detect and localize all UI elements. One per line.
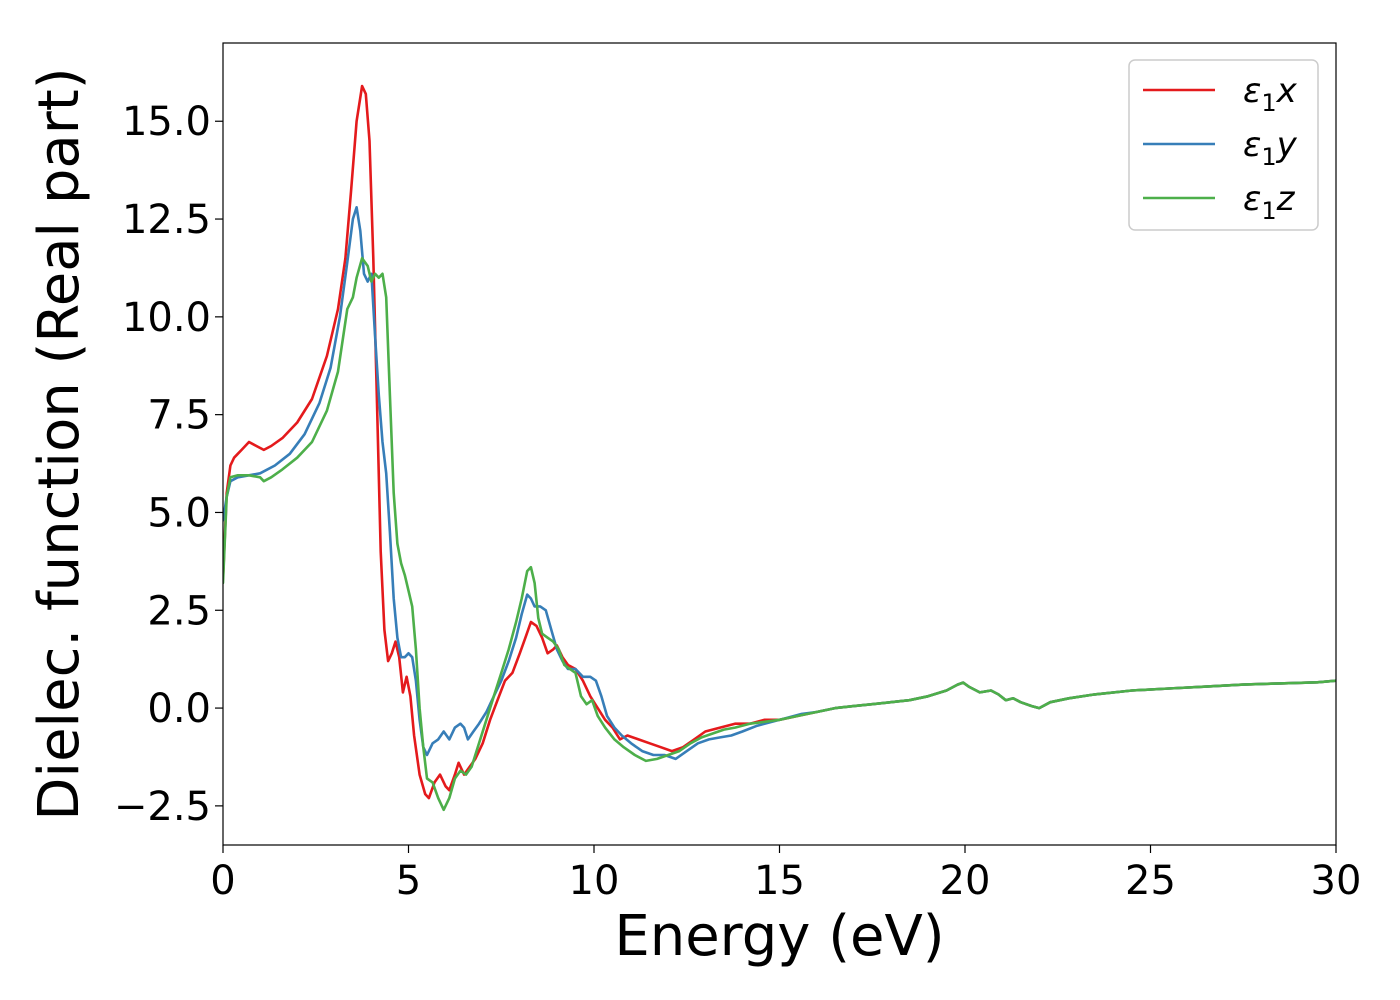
legend-component: x — [1276, 71, 1298, 111]
x-axis-title: Energy (eV) — [614, 904, 944, 969]
x-tick-label: 20 — [940, 858, 991, 904]
x-tick-label: 0 — [210, 858, 235, 904]
y-tick-label: 7.5 — [147, 393, 211, 439]
legend-label-z: ε1z — [1243, 179, 1296, 225]
legend-subscript: 1 — [1261, 143, 1276, 171]
y-tick-label: −2.5 — [114, 784, 211, 830]
legend-epsilon: ε — [1243, 71, 1261, 111]
y-axis-title: Dielec. function (Real part) — [27, 67, 92, 820]
legend-component: z — [1276, 179, 1296, 219]
x-tick-label: 10 — [569, 858, 620, 904]
x-tick-label: 5 — [396, 858, 421, 904]
series-line-z — [223, 256, 1336, 812]
legend-subscript: 1 — [1261, 197, 1276, 225]
series-layer — [223, 84, 1336, 812]
legend-box — [1128, 59, 1319, 231]
y-tick-label: 2.5 — [147, 588, 211, 634]
y-axis: −2.5 0.0 2.5 5.0 7.5 10.0 12.5 15.0 — [114, 99, 223, 830]
legend-label-x: ε1x — [1243, 71, 1298, 117]
x-tick-label: 25 — [1125, 858, 1176, 904]
y-tick-label: 10.0 — [122, 295, 211, 341]
legend-subscript: 1 — [1261, 89, 1276, 117]
y-tick-label: 12.5 — [122, 197, 211, 243]
x-axis: 0 5 10 15 20 25 30 — [210, 845, 1361, 904]
x-tick-label: 30 — [1311, 858, 1362, 904]
y-tick-label: 15.0 — [122, 99, 211, 145]
legend-component: y — [1276, 125, 1298, 165]
y-tick-label: 0.0 — [147, 686, 211, 732]
legend-epsilon: ε — [1243, 179, 1261, 219]
legend-epsilon: ε — [1243, 125, 1261, 165]
y-tick-label: 5.0 — [147, 490, 211, 536]
legend-label-y: ε1y — [1243, 125, 1298, 171]
x-tick-label: 15 — [754, 858, 805, 904]
